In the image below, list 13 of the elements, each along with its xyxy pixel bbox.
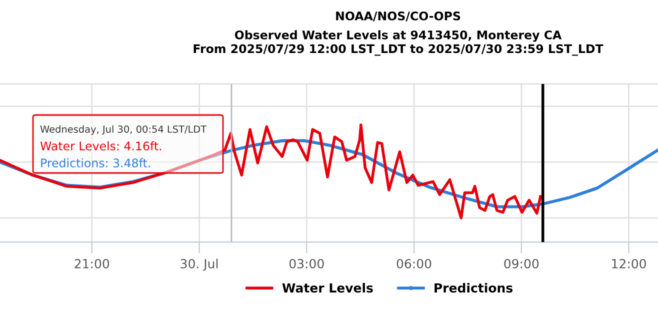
- chart-title: NOAA/NOS/CO-OPS: [336, 11, 460, 22]
- annotation: Predictions: 3.48ft.: [41, 158, 150, 168]
- legend-label: Predictions: [434, 282, 512, 293]
- x-tick-label: 21:00: [74, 258, 110, 268]
- chart-subtitle: Observed Water Levels at 9413450, Monterey CA From 2025/07/29 12:00 LST_LDT to 2025/07/30 23:59 LST_LDT: [194, 30, 604, 56]
- x-tick-label: 06:00: [396, 258, 432, 268]
- x-tick-label: 03:00: [289, 258, 324, 268]
- annotation: Water Levels: 4.16ft.: [40, 141, 162, 150]
- annotation: Wednesday, Jul 30, 00:54 LST/LDT: [40, 125, 207, 135]
- x-tick-label: 09:00: [504, 258, 539, 268]
- legend-label: Water Levels: [282, 282, 373, 293]
- x-tick-label: 12:00: [612, 258, 646, 268]
- x-tick-label: 30. Jul: [180, 258, 218, 271]
